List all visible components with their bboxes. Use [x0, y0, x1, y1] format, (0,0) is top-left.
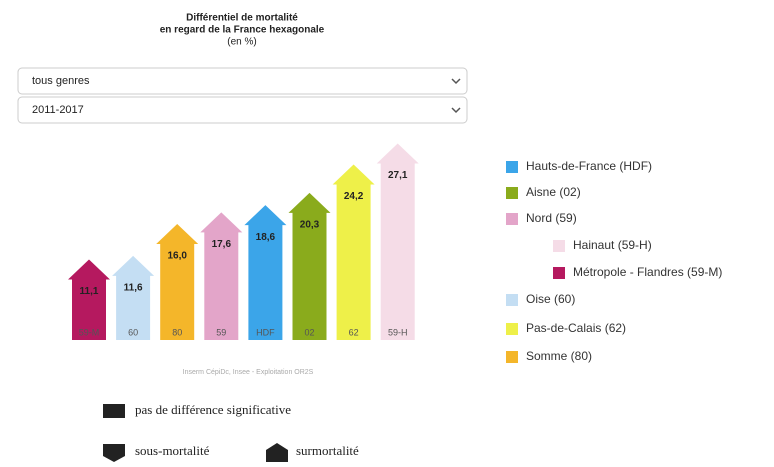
- select-text[interactable]: tous genres: [32, 75, 90, 87]
- chart-title: Différentiel de mortalité: [186, 13, 298, 24]
- legend-swatch: [553, 240, 565, 252]
- category-label: 02: [304, 327, 314, 337]
- category-label: HDF: [256, 327, 275, 337]
- key-icon: [103, 404, 125, 418]
- value-label: 27,1: [388, 170, 408, 181]
- legend-swatch: [506, 161, 518, 173]
- legend-swatch: [506, 294, 518, 306]
- category-label: 59-H: [388, 327, 408, 337]
- category-label: 62: [349, 327, 359, 337]
- chart-title: en regard de la France hexagonale: [160, 25, 325, 36]
- legend-swatch: [506, 323, 518, 335]
- bar: [332, 164, 375, 340]
- bar: [112, 255, 155, 340]
- bar: [376, 143, 419, 340]
- key-label: pas de différence significative: [135, 402, 291, 417]
- legend-swatch: [506, 213, 518, 225]
- value-label: 17,6: [212, 239, 232, 250]
- bar: [288, 192, 331, 340]
- key-label: sous-mortalité: [135, 443, 210, 458]
- bar: [200, 212, 243, 340]
- category-label: 60: [128, 327, 138, 337]
- category-label: 59-M: [79, 327, 100, 337]
- bar: [68, 259, 110, 340]
- key-label: surmortalité: [296, 443, 359, 458]
- chevron: [451, 78, 461, 85]
- legend-swatch: [553, 267, 565, 279]
- legend-label: Hauts-de-France (HDF): [526, 159, 652, 173]
- category-label: 80: [172, 327, 182, 337]
- value-label: 20,3: [300, 219, 320, 230]
- category-label: 59: [216, 327, 226, 337]
- chevron: [451, 107, 461, 114]
- chart-subtitle: (en %): [227, 37, 256, 48]
- select[interactable]: 2011-2017: [17, 96, 468, 124]
- legend-swatch: [506, 351, 518, 363]
- value-label: 16,0: [167, 251, 187, 262]
- select-box[interactable]: [17, 67, 468, 95]
- legend-label: Métropole - Flandres (59-M): [573, 265, 722, 279]
- value-label: 18,6: [256, 232, 276, 243]
- legend-swatch: [506, 187, 518, 199]
- value-label: 11,6: [124, 283, 143, 294]
- legend-label: Hainaut (59-H): [573, 238, 652, 252]
- legend-label: Pas-de-Calais (62): [526, 321, 626, 335]
- key-icon: [266, 443, 288, 462]
- bar: [244, 205, 287, 340]
- select-text[interactable]: 2011-2017: [32, 104, 84, 116]
- select[interactable]: tous genres: [17, 67, 468, 95]
- value-label: 11,1: [80, 286, 99, 297]
- legend-label: Somme (80): [526, 349, 592, 363]
- legend-label: Oise (60): [526, 292, 575, 306]
- key-icon: [103, 444, 125, 462]
- legend-label: Nord (59): [526, 211, 577, 225]
- value-label: 24,2: [344, 191, 364, 202]
- bar: [156, 224, 199, 340]
- select-box[interactable]: [17, 96, 468, 124]
- source: Inserm CépiDc, Insee - Exploitation OR2S: [183, 369, 314, 376]
- legend-label: Aisne (02): [526, 185, 581, 199]
